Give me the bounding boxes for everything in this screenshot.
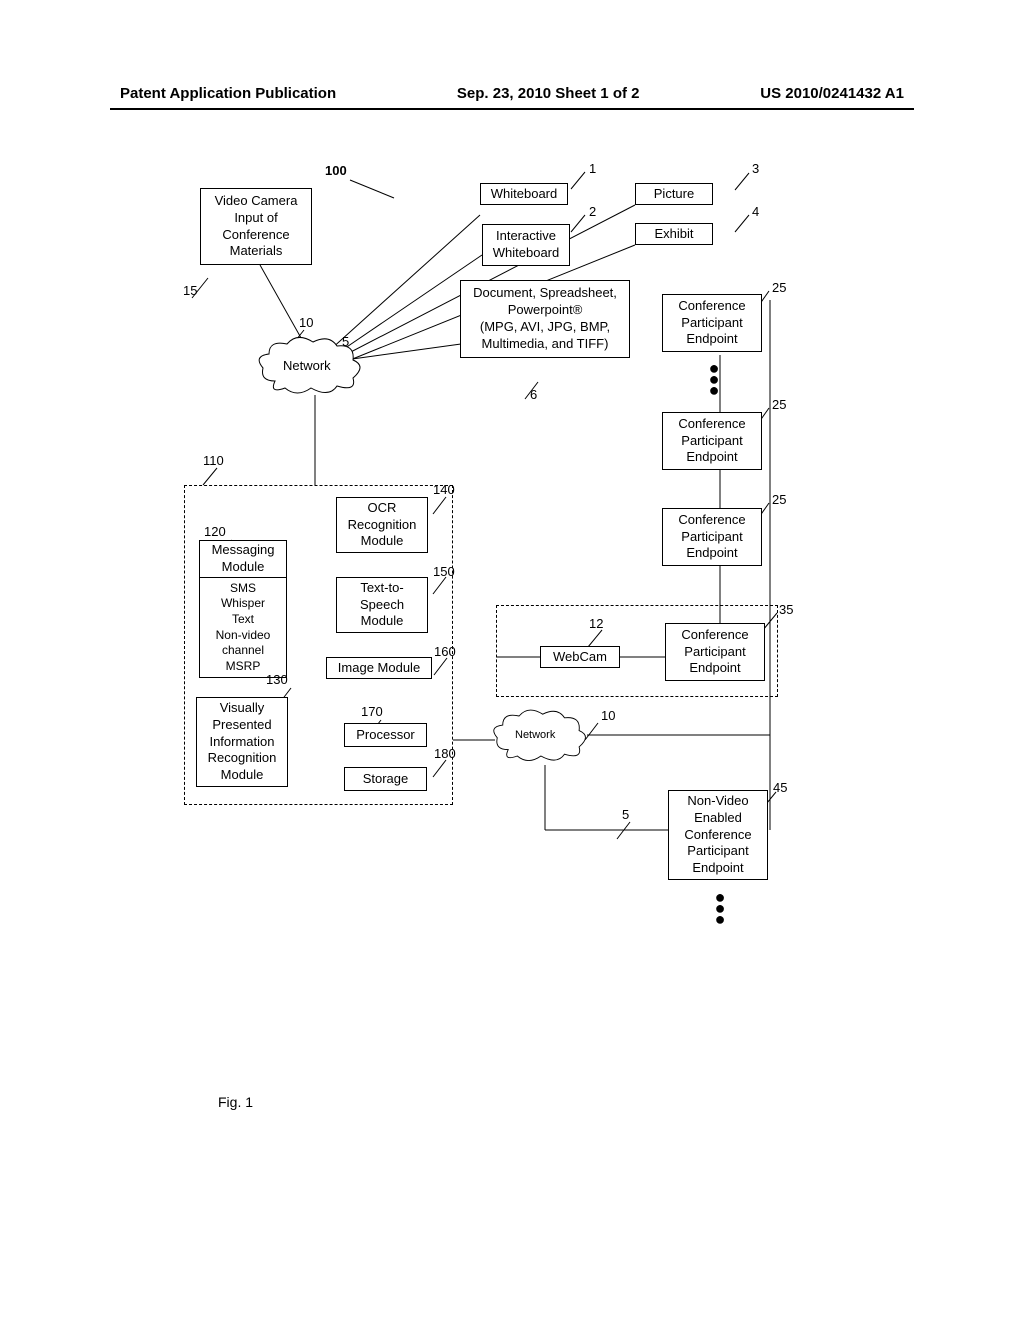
ref-130: 130 bbox=[266, 672, 288, 687]
box-document: Document, Spreadsheet, Powerpoint® (MPG,… bbox=[460, 280, 630, 358]
ref-25a: 25 bbox=[772, 280, 786, 295]
document-text: Document, Spreadsheet, Powerpoint® (MPG,… bbox=[473, 285, 617, 353]
header-rule bbox=[110, 108, 914, 110]
non-video-text: Non-Video Enabled Conference Participant… bbox=[684, 793, 751, 877]
endpoint-group-box bbox=[496, 605, 778, 697]
box-exhibit: Exhibit bbox=[635, 223, 713, 245]
box-non-video-endpoint: Non-Video Enabled Conference Participant… bbox=[668, 790, 768, 880]
messaging-text: Messaging Module bbox=[212, 542, 275, 576]
exhibit-text: Exhibit bbox=[654, 226, 693, 243]
page-header: Patent Application Publication Sep. 23, … bbox=[120, 85, 904, 102]
ref-2: 2 bbox=[589, 204, 596, 219]
whiteboard-text: Whiteboard bbox=[491, 186, 557, 203]
ref-100: 100 bbox=[325, 163, 347, 178]
ref-45: 45 bbox=[773, 780, 787, 795]
visually-text: Visually Presented Information Recogniti… bbox=[208, 700, 277, 784]
ref-4: 4 bbox=[752, 204, 759, 219]
cloud-network-2: Network bbox=[490, 708, 590, 764]
ref-1: 1 bbox=[589, 161, 596, 176]
box-conf-participant-3: Conference Participant Endpoint bbox=[662, 508, 762, 566]
storage-text: Storage bbox=[363, 771, 409, 788]
box-messaging: Messaging Module bbox=[199, 540, 287, 578]
box-picture: Picture bbox=[635, 183, 713, 205]
box-tts: Text-to- Speech Module bbox=[336, 577, 428, 633]
ref-170: 170 bbox=[361, 704, 383, 719]
ref-10a: 10 bbox=[299, 315, 313, 330]
box-visually-presented: Visually Presented Information Recogniti… bbox=[196, 697, 288, 787]
network-1-text: Network bbox=[283, 358, 331, 373]
ref-140: 140 bbox=[433, 482, 455, 497]
tts-text: Text-to- Speech Module bbox=[360, 580, 404, 631]
ref-6: 6 bbox=[530, 387, 537, 402]
ref-160: 160 bbox=[434, 644, 456, 659]
box-processor: Processor bbox=[344, 723, 427, 747]
video-camera-text: Video Camera Input of Conference Materia… bbox=[215, 193, 298, 261]
box-image-module: Image Module bbox=[326, 657, 432, 679]
figure-label: Fig. 1 bbox=[218, 1094, 253, 1110]
diagram-figure-1: 100 Video Camera Input of Conference Mat… bbox=[0, 150, 1024, 1050]
header-left: Patent Application Publication bbox=[120, 85, 336, 102]
conf-p1-text: Conference Participant Endpoint bbox=[678, 298, 745, 349]
box-whiteboard: Whiteboard bbox=[480, 183, 568, 205]
dots-2: ●●● bbox=[714, 892, 726, 924]
ref-25c: 25 bbox=[772, 492, 786, 507]
header-center: Sep. 23, 2010 Sheet 1 of 2 bbox=[457, 85, 640, 102]
ref-110: 110 bbox=[203, 453, 224, 468]
messaging-sub-text: SMS Whisper Text Non-video channel MSRP bbox=[216, 581, 271, 675]
ref-120: 120 bbox=[204, 524, 226, 539]
network-2-text: Network bbox=[515, 729, 555, 741]
ref-5a: 5 bbox=[342, 334, 349, 349]
box-video-camera: Video Camera Input of Conference Materia… bbox=[200, 188, 312, 265]
ref-3: 3 bbox=[752, 161, 759, 176]
box-interactive-whiteboard: Interactive Whiteboard bbox=[482, 224, 570, 266]
picture-text: Picture bbox=[654, 186, 694, 203]
box-messaging-sub: SMS Whisper Text Non-video channel MSRP bbox=[199, 578, 287, 678]
ref-10b: 10 bbox=[601, 708, 615, 723]
header-right: US 2010/0241432 A1 bbox=[760, 85, 904, 102]
ref-5b: 5 bbox=[622, 807, 629, 822]
image-module-text: Image Module bbox=[338, 660, 420, 677]
ref-15: 15 bbox=[183, 283, 197, 298]
ocr-text: OCR Recognition Module bbox=[348, 500, 417, 551]
box-conf-participant-2: Conference Participant Endpoint bbox=[662, 412, 762, 470]
dots-1: ●●● bbox=[708, 363, 720, 395]
ref-35: 35 bbox=[779, 602, 793, 617]
processor-text: Processor bbox=[356, 727, 415, 744]
ref-25b: 25 bbox=[772, 397, 786, 412]
ref-180: 180 bbox=[434, 746, 456, 761]
conf-p2-text: Conference Participant Endpoint bbox=[678, 416, 745, 467]
box-storage: Storage bbox=[344, 767, 427, 791]
ref-150: 150 bbox=[433, 564, 455, 579]
box-conf-participant-1: Conference Participant Endpoint bbox=[662, 294, 762, 352]
box-ocr: OCR Recognition Module bbox=[336, 497, 428, 553]
interactive-wb-text: Interactive Whiteboard bbox=[493, 228, 559, 262]
conf-p3-text: Conference Participant Endpoint bbox=[678, 512, 745, 563]
